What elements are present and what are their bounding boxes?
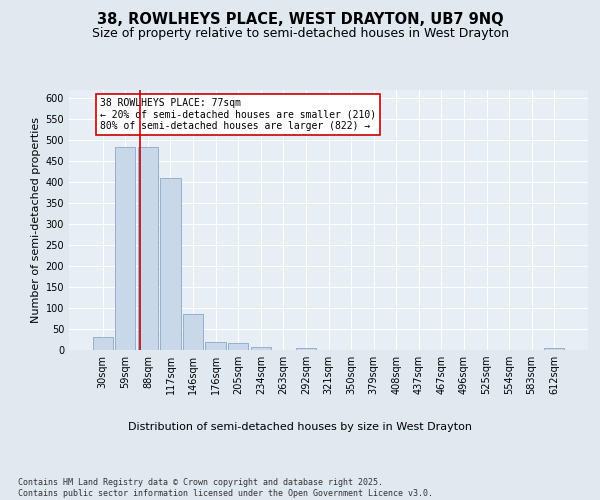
Bar [92, 338, 113, 350]
Bar [183, 314, 203, 350]
Y-axis label: Number of semi-detached properties: Number of semi-detached properties [31, 117, 41, 323]
Bar [205, 342, 226, 350]
Text: Size of property relative to semi-detached houses in West Drayton: Size of property relative to semi-detach… [91, 28, 509, 40]
Bar [544, 348, 565, 350]
Bar [138, 146, 158, 350]
Bar [296, 348, 316, 350]
Bar [115, 146, 136, 350]
Text: 38 ROWLHEYS PLACE: 77sqm
← 20% of semi-detached houses are smaller (210)
80% of : 38 ROWLHEYS PLACE: 77sqm ← 20% of semi-d… [100, 98, 376, 131]
Bar [251, 348, 271, 350]
Text: Contains HM Land Registry data © Crown copyright and database right 2025.
Contai: Contains HM Land Registry data © Crown c… [18, 478, 433, 498]
Text: 38, ROWLHEYS PLACE, WEST DRAYTON, UB7 9NQ: 38, ROWLHEYS PLACE, WEST DRAYTON, UB7 9N… [97, 12, 503, 28]
Text: Distribution of semi-detached houses by size in West Drayton: Distribution of semi-detached houses by … [128, 422, 472, 432]
Bar [228, 344, 248, 350]
Bar [160, 178, 181, 350]
